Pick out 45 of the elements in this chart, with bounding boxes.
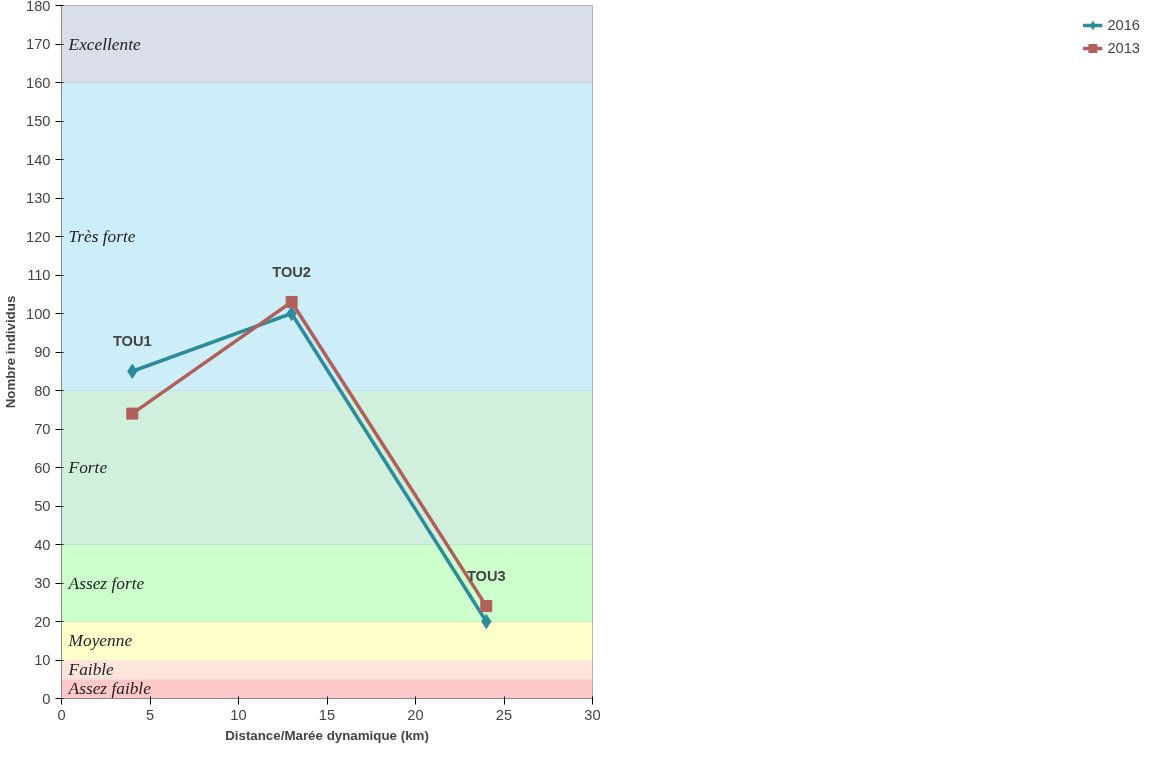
y-tick-label: 90 [34, 344, 51, 360]
point [480, 600, 493, 613]
y-axis-title: Nombre individus [3, 295, 19, 409]
legend-label: 2016 [1107, 17, 1140, 33]
x-tick-label: 20 [407, 706, 424, 723]
annotation: TOU1 [112, 333, 152, 350]
band-label: Forte [67, 458, 108, 477]
y-tick-label: 110 [27, 267, 51, 283]
point [126, 407, 139, 420]
y-tick-label: 70 [34, 421, 51, 437]
x-axis-title: Distance/Marée dynamique (km) [225, 727, 429, 743]
point [481, 614, 492, 629]
y-tick-label: 160 [26, 74, 51, 91]
y-tick-label: 60 [34, 459, 51, 476]
annotation: TOU2 [272, 263, 312, 280]
y-tick-label: 100 [26, 305, 51, 322]
y-tick-label: 150 [26, 113, 51, 129]
band-label: Très forte [68, 227, 136, 246]
x-tick-label: 25 [495, 706, 513, 723]
band-label: Assez forte [67, 573, 145, 593]
point [285, 295, 298, 308]
band-label: Moyenne [67, 631, 133, 651]
x-tick-label: 10 [230, 706, 247, 723]
y-tick-label: 120 [26, 228, 51, 245]
y-tick-label: 10 [34, 652, 51, 668]
y-tick-label: 130 [26, 190, 51, 206]
band-label: Faible [67, 660, 115, 680]
y-tick-label: 170 [26, 36, 51, 52]
x-tick-label: 5 [145, 706, 155, 723]
band-label: Assez faible [67, 679, 152, 699]
x-tick-label: 30 [584, 706, 601, 723]
x-tick-label: 0 [57, 706, 66, 723]
y-tick-label: 50 [34, 498, 51, 514]
y-tick-label: 0 [42, 690, 51, 707]
legend-label: 2013 [1107, 40, 1140, 56]
y-tick-label: 30 [34, 575, 51, 591]
band-label: Excellente [67, 34, 142, 54]
y-tick-label: 180 [26, 0, 51, 14]
y-tick-label: 40 [34, 536, 51, 553]
y-tick-label: 140 [26, 151, 51, 168]
y-tick-label: 80 [34, 382, 51, 399]
point [286, 306, 297, 321]
x-tick-label: 15 [318, 706, 336, 723]
annotation: TOU3 [466, 568, 506, 585]
y-tick-label: 20 [34, 613, 51, 630]
